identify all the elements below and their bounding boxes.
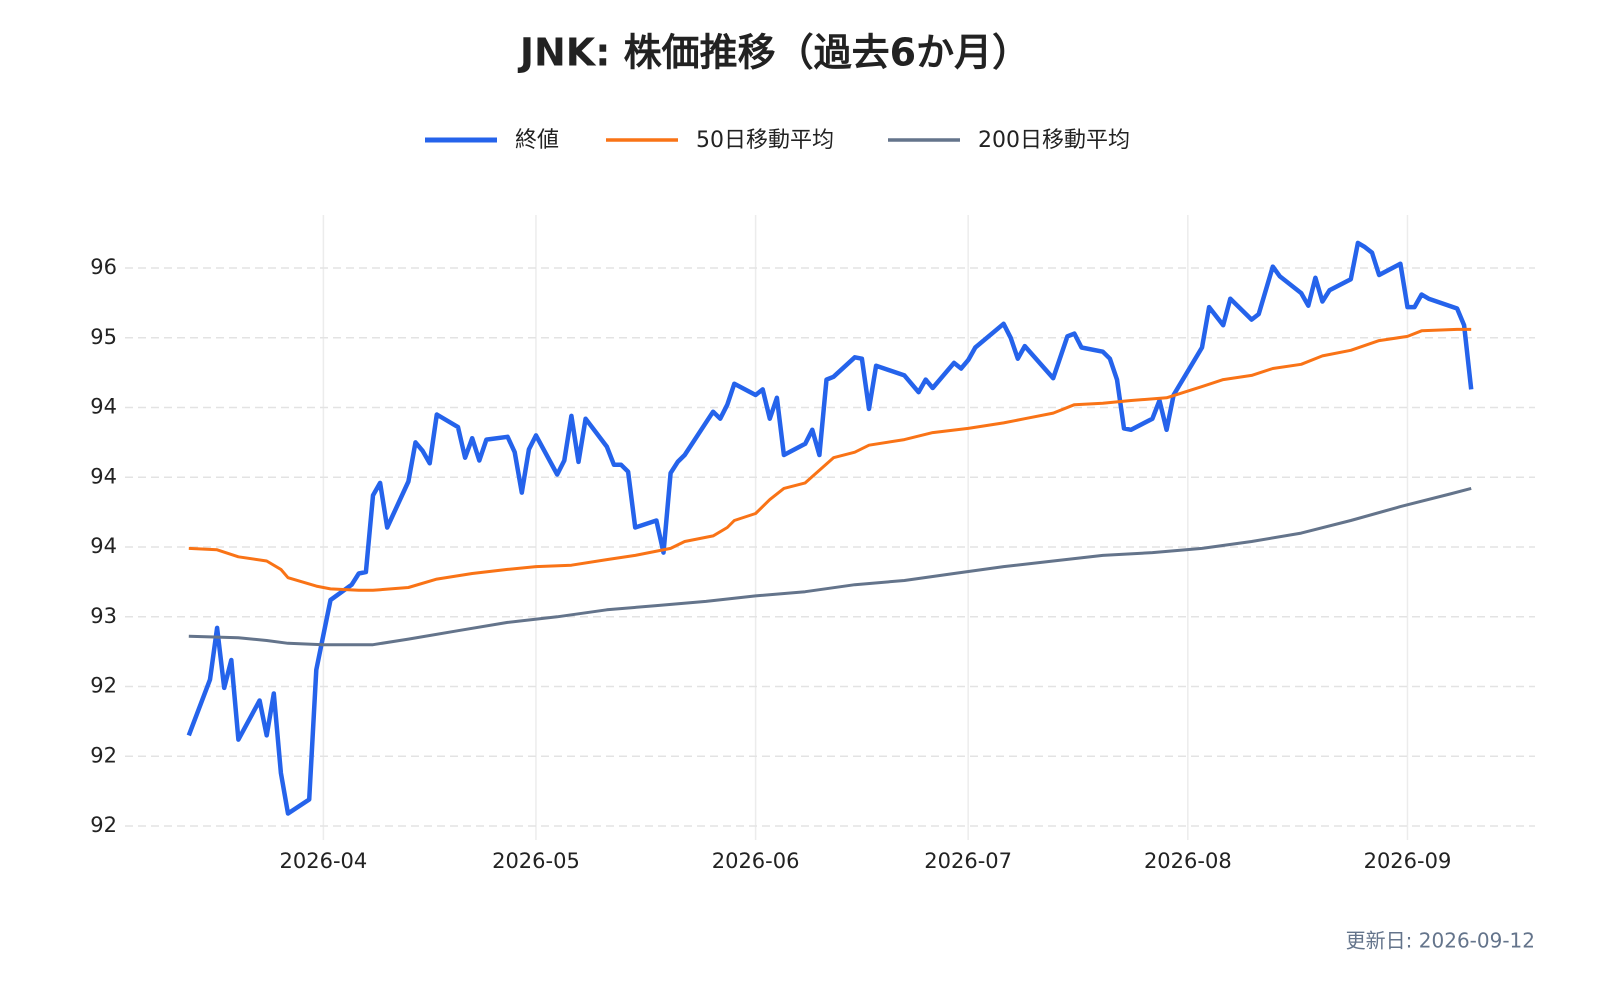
x-tick-label: 2026-07 <box>924 849 1012 873</box>
series-line <box>188 327 1472 592</box>
y-tick-label: 92 <box>90 674 117 698</box>
x-tick-label: 2026-09 <box>1364 849 1452 873</box>
legend-label: 終値 <box>515 128 559 153</box>
x-tick-label: 2026-05 <box>492 849 580 873</box>
footer: 更新日: 2026-09-12 <box>1346 929 1535 953</box>
y-tick-label: 92 <box>90 813 117 837</box>
y-tick-label: 94 <box>90 534 117 558</box>
y-tick-label: 94 <box>90 395 117 419</box>
series-line <box>186 240 1474 816</box>
x-tick-label: 2026-04 <box>280 849 368 873</box>
y-tick-label: 94 <box>90 464 117 488</box>
y-tick-label: 95 <box>90 325 117 349</box>
legend-label: 200日移動平均 <box>978 128 1130 153</box>
series-line <box>188 486 1472 647</box>
chart-title: JNK: 株価推移（過去6か月） <box>517 31 1030 75</box>
x-tick-label: 2026-06 <box>712 849 800 873</box>
x-tick-label: 2026-08 <box>1144 849 1232 873</box>
y-tick-label: 93 <box>90 604 117 628</box>
legend-label: 50日移動平均 <box>696 128 834 153</box>
y-tick-label: 92 <box>90 743 117 767</box>
y-tick-label: 96 <box>90 255 117 279</box>
